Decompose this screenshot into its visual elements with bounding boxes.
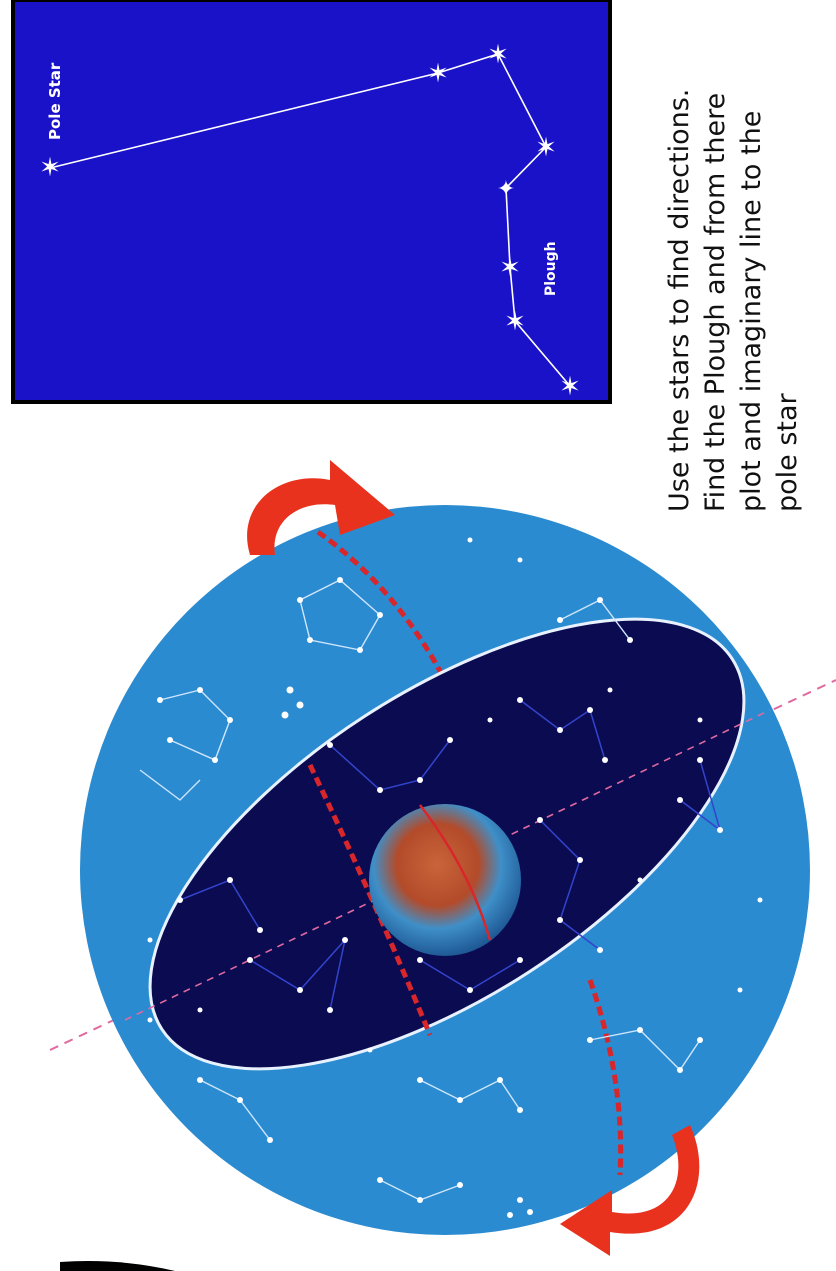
pole-star-label: Pole Star: [46, 62, 64, 140]
star-markers: ✶ ✶ ✶ ✶ ✦ ✶ ✶ ✶: [39, 40, 581, 402]
plough-label: Plough: [543, 241, 559, 296]
inner-stars: [147, 687, 723, 1053]
caption-line: pole star: [772, 392, 803, 512]
meridian-line: [316, 529, 453, 692]
star-chart-background: [11, 0, 612, 404]
celestial-sphere: [49, 460, 836, 1256]
star-icon: ✦: [497, 177, 515, 202]
caption-line: Use the stars to find directions.: [664, 89, 695, 512]
meridian-line: [587, 979, 624, 1176]
outer-stars: [147, 537, 763, 1218]
rotation-arrow-top: [247, 460, 395, 555]
cropped-shape: [60, 1261, 175, 1271]
star-icon: ✶: [487, 40, 509, 70]
star-icon: ✶: [427, 59, 449, 89]
star-icon: ✶: [535, 133, 557, 163]
star-icon: ✶: [559, 372, 581, 402]
star-icon: ✶: [499, 253, 521, 283]
caption: Use the stars to find directions. Find t…: [664, 89, 803, 512]
star-icon: ✶: [504, 307, 526, 337]
star-icon: ✶: [39, 153, 61, 183]
caption-line: plot and imaginary line to the: [736, 111, 767, 512]
inner-meridian: [307, 763, 433, 1036]
earth: [369, 804, 521, 956]
star-chart-panel: ✶ ✶ ✶ ✶ ✦ ✶ ✶ ✶ Pole Star Plough: [11, 0, 612, 404]
rotation-arrow-bottom: [560, 1125, 700, 1256]
pole-star-line: [49, 53, 571, 387]
caption-line: Find the Plough and from there: [700, 93, 731, 512]
earth-meridian: [419, 804, 492, 941]
